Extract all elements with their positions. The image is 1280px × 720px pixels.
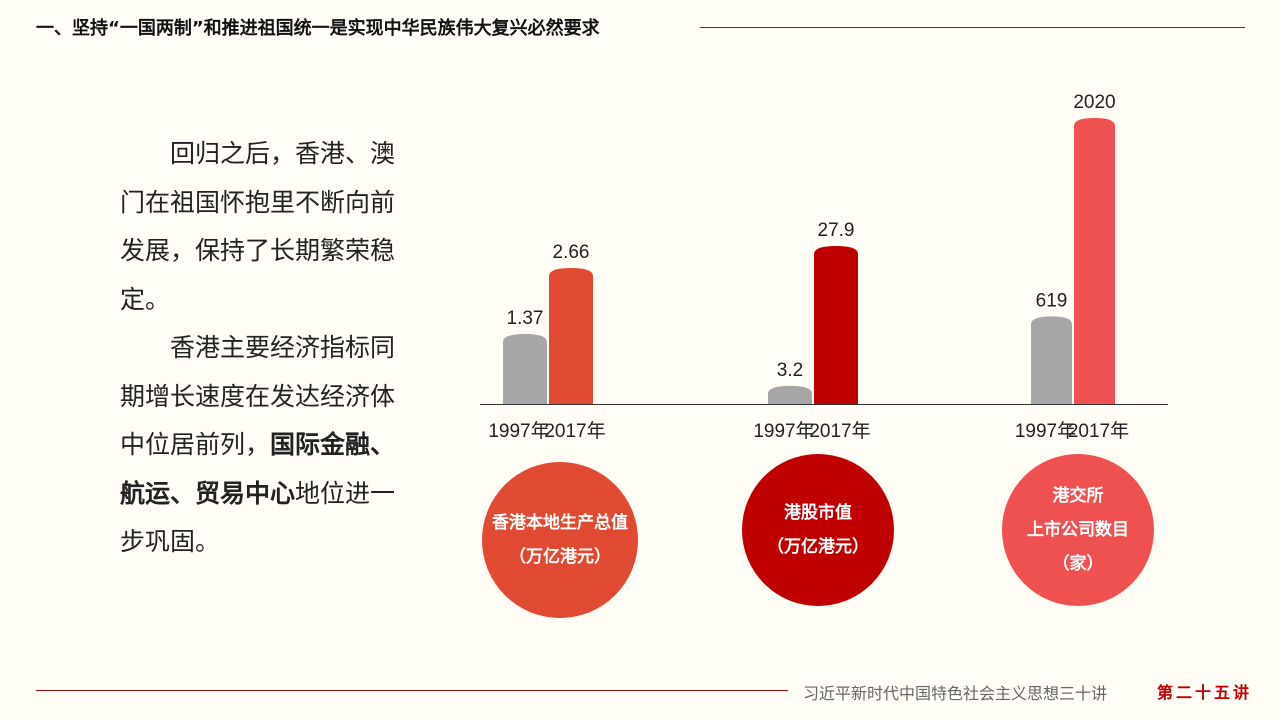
title-divider: [700, 27, 1245, 28]
bar-3-1: [1031, 316, 1072, 404]
paragraph-2: 香港主要经济指标同期增长速度在发达经济体中位居前列，国际金融、航运、贸易中心地位…: [120, 324, 410, 567]
footer-series: 习近平新时代中国特色社会主义思想三十讲: [803, 684, 1108, 703]
para2-bold: 国际金融、航运、贸易中心: [120, 430, 396, 508]
chart-title-line: （家）: [1052, 554, 1104, 574]
category-label: 2017年: [809, 420, 870, 442]
category-label: 1997年: [753, 420, 814, 442]
category-label: 2017年: [544, 420, 605, 442]
bar-3-2: [1074, 118, 1115, 404]
data-label: 2020: [1073, 92, 1115, 113]
data-label: 27.9: [818, 220, 855, 241]
bar-2-2: [814, 246, 858, 404]
chart-title-circle: 香港本地生产总值 （万亿港元）: [482, 462, 638, 618]
data-label: 2.66: [553, 242, 590, 263]
category-label: 2017年: [1068, 420, 1129, 442]
bar-1-2: [549, 268, 593, 404]
para2-end: 地位进一步巩固。: [120, 478, 396, 557]
chart-title-line: （万亿港元）: [767, 537, 869, 557]
bar-2-1: [768, 385, 812, 404]
footer-lecture: 第二十五讲: [1157, 683, 1253, 702]
bar-1-1: [503, 333, 547, 404]
data-label: 1.37: [507, 308, 544, 329]
chart-title-line: 港交所: [1052, 486, 1104, 506]
chart-title-line: 香港本地生产总值: [492, 513, 628, 533]
paragraph-1: 回归之后，香港、澳门在祖国怀抱里不断向前发展，保持了长期繁荣稳定。: [120, 139, 396, 314]
category-label: 1997年: [488, 420, 549, 442]
chart-title-line: 上市公司数目: [1027, 520, 1129, 540]
chart-title-circle: 港股市值 （万亿港元）: [742, 454, 894, 606]
footer-divider: [36, 690, 788, 691]
body-text: 回归之后，香港、澳门在祖国怀抱里不断向前发展，保持了长期繁荣稳定。 香港主要经济…: [120, 130, 410, 567]
slide-title: 一、坚持“一国两制”和推进祖国统一是实现中华民族伟大复兴必然要求: [36, 18, 600, 39]
category-label: 1997年: [1015, 420, 1076, 442]
para2-text: 香港主要经济指标同期增长速度在发达经济体中位居前列，: [120, 333, 396, 459]
chart-title-line: 港股市值: [784, 503, 852, 523]
data-label: 619: [1036, 290, 1068, 311]
chart-title-circle: 港交所上市公司数目 （家）: [1002, 454, 1154, 606]
chart-title-line: （万亿港元）: [509, 547, 611, 567]
data-label: 3.2: [777, 360, 803, 381]
